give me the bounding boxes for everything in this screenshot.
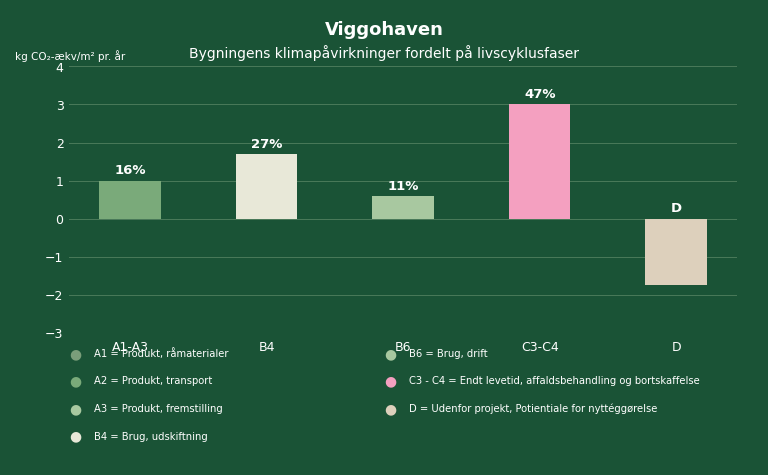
Text: B6 = Brug, drift: B6 = Brug, drift [409, 349, 487, 359]
Text: A3 = Produkt, fremstilling: A3 = Produkt, fremstilling [94, 404, 223, 414]
Text: ●: ● [69, 374, 81, 389]
Text: ●: ● [69, 429, 81, 444]
Bar [509, 104, 571, 218]
Text: ●: ● [384, 374, 396, 389]
Bar [645, 218, 707, 285]
Text: A2 = Produkt, transport: A2 = Produkt, transport [94, 376, 212, 387]
Text: B4 = Brug, udskiftning: B4 = Brug, udskiftning [94, 431, 207, 442]
Text: D = Udenfor projekt, Potientiale for nyttéggørelse: D = Udenfor projekt, Potientiale for nyt… [409, 404, 657, 414]
Bar [236, 154, 297, 218]
Text: ●: ● [69, 347, 81, 361]
Text: ●: ● [69, 402, 81, 416]
Text: ●: ● [384, 347, 396, 361]
Text: kg CO₂-ækv/m² pr. år: kg CO₂-ækv/m² pr. år [15, 50, 126, 62]
Text: 11%: 11% [388, 180, 419, 193]
Text: 27%: 27% [251, 138, 283, 151]
Text: 16%: 16% [114, 164, 146, 178]
Text: D: D [670, 202, 682, 216]
Text: C3 - C4 = Endt levetid, affaldsbehandling og bortskaffelse: C3 - C4 = Endt levetid, affaldsbehandlin… [409, 376, 700, 387]
Bar [372, 196, 434, 218]
Bar [100, 180, 161, 218]
Text: 47%: 47% [524, 88, 555, 102]
Text: Viggohaven: Viggohaven [325, 21, 443, 39]
Text: Bygningens klimapåvirkninger fordelt på livscyklusfaser: Bygningens klimapåvirkninger fordelt på … [189, 45, 579, 61]
Text: A1 = Produkt, råmaterialer: A1 = Produkt, råmaterialer [94, 349, 228, 359]
Text: ●: ● [384, 402, 396, 416]
